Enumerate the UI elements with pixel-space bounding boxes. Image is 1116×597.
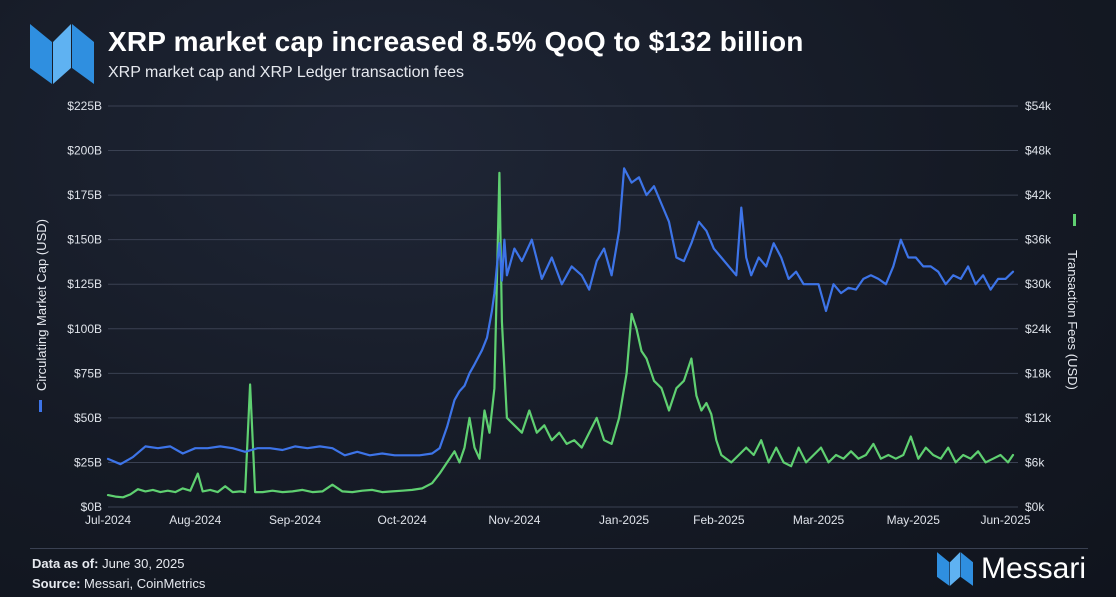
transaction-fees-line xyxy=(106,171,1015,499)
source-value: Messari, CoinMetrics xyxy=(84,576,206,591)
x-tick-label: May-2025 xyxy=(887,513,941,527)
x-tick-label: Oct-2024 xyxy=(378,513,428,527)
right-tick-label: $30k xyxy=(1025,277,1052,291)
x-tick-label: Nov-2024 xyxy=(488,513,540,527)
source-label: Source: xyxy=(32,576,81,591)
left-axis-ticks: $0B $25B $50B $75B $100B $125B $150B $175B $200B… xyxy=(67,99,102,514)
brand-name: Messari xyxy=(980,552,1086,585)
right-tick-label: $6k xyxy=(1025,455,1045,469)
right-axis-legend-swatch xyxy=(1073,214,1076,226)
right-axis-ticks: $0k $6k $12k $18k $24k $30k $36k $42k $48k $54k xyxy=(1025,99,1052,514)
left-tick-label: $75B xyxy=(74,366,102,380)
right-tick-label: $42k xyxy=(1025,188,1052,202)
x-tick-label: Jan-2025 xyxy=(599,513,649,527)
grid xyxy=(108,105,1018,508)
x-tick-label: Aug-2024 xyxy=(169,513,221,527)
left-tick-label: $25B xyxy=(74,455,102,469)
x-tick-label: Feb-2025 xyxy=(693,513,745,527)
right-tick-label: $48k xyxy=(1025,144,1052,158)
data-as-of-label: Data as of: xyxy=(32,556,99,571)
right-tick-label: $24k xyxy=(1025,322,1052,336)
left-axis-title: Circulating Market Cap (USD) xyxy=(34,219,49,412)
right-tick-label: $0k xyxy=(1025,500,1045,514)
right-tick-label: $54k xyxy=(1025,99,1052,113)
brand-mark: Messari xyxy=(936,552,1086,586)
right-axis-title: Transaction Fees (USD) xyxy=(1065,214,1080,390)
source: Source: Messari, CoinMetrics xyxy=(32,576,205,591)
left-tick-label: $225B xyxy=(67,99,102,113)
messari-logo-icon xyxy=(30,24,94,84)
x-tick-label: Jun-2025 xyxy=(981,513,1031,527)
right-tick-label: $36k xyxy=(1025,233,1052,247)
series xyxy=(106,167,1015,499)
left-tick-label: $150B xyxy=(67,233,102,247)
data-as-of: Data as of: June 30, 2025 xyxy=(32,556,185,571)
messari-brand-icon xyxy=(936,552,973,586)
right-tick-label: $18k xyxy=(1025,366,1052,380)
x-tick-label: Sep-2024 xyxy=(269,513,321,527)
left-tick-label: $100B xyxy=(67,322,102,336)
left-tick-label: $0B xyxy=(81,500,102,514)
left-tick-label: $175B xyxy=(67,188,102,202)
x-tick-label: Mar-2025 xyxy=(793,513,845,527)
x-axis-ticks: Jul-2024 Aug-2024 Sep-2024 Oct-2024 Nov-2024… xyxy=(85,513,1031,527)
right-tick-label: $12k xyxy=(1025,411,1052,425)
chart-title: XRP market cap increased 8.5% QoQ to $13… xyxy=(108,26,804,57)
x-tick-label: Jul-2024 xyxy=(85,513,131,527)
left-tick-label: $200B xyxy=(67,144,102,158)
footer-divider xyxy=(30,548,1088,549)
right-axis-label: Transaction Fees (USD) xyxy=(1065,250,1080,390)
left-axis-label: Circulating Market Cap (USD) xyxy=(34,219,49,391)
data-as-of-value: June 30, 2025 xyxy=(102,556,185,571)
left-tick-label: $125B xyxy=(67,277,102,291)
left-axis-legend-swatch xyxy=(39,400,42,412)
market-cap-line xyxy=(106,167,1015,466)
chart-subtitle: XRP market cap and XRP Ledger transactio… xyxy=(108,64,465,81)
left-tick-label: $50B xyxy=(74,411,102,425)
